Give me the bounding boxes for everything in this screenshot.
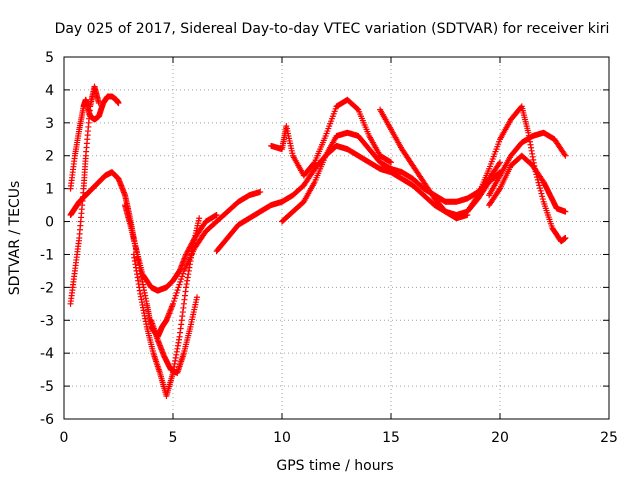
y-tick-label: -5 <box>40 379 54 395</box>
y-tick-label: 5 <box>45 50 54 66</box>
data-point <box>257 188 264 195</box>
data-point <box>539 196 546 203</box>
data-point <box>539 193 546 200</box>
axis-ticks <box>63 56 610 420</box>
data-point <box>561 151 568 158</box>
data-point <box>536 185 543 192</box>
data-point <box>537 187 544 194</box>
y-axis-label: SDTVAR / TECUs <box>7 181 23 296</box>
data-point <box>562 208 569 215</box>
data-point <box>310 160 317 167</box>
series-track-2 <box>67 83 102 307</box>
data-point <box>196 215 203 222</box>
data-point <box>474 193 481 200</box>
x-tick-label: 25 <box>600 430 618 446</box>
data-point <box>179 273 186 280</box>
data-point <box>193 294 200 301</box>
y-tick-label: -2 <box>40 280 54 296</box>
data-point <box>562 235 569 241</box>
data-point <box>175 284 182 291</box>
y-tick-label: -6 <box>40 412 54 428</box>
plot-frame <box>63 56 610 420</box>
y-tick-label: 1 <box>45 182 54 198</box>
y-tick-label: 4 <box>45 83 54 99</box>
data-point <box>497 159 503 166</box>
x-tick-label: 10 <box>273 430 291 446</box>
y-tick-label: 0 <box>45 215 54 231</box>
chart-title: Day 025 of 2017, Sidereal Day-to-day VTE… <box>55 21 610 37</box>
x-tick-label: 15 <box>382 430 400 446</box>
x-tick-label: 0 <box>60 430 69 446</box>
y-tick-label: 2 <box>45 149 54 165</box>
x-tick-labels: 0 5 10 15 20 25 <box>60 430 618 446</box>
data-point <box>535 179 542 186</box>
gridlines <box>64 57 609 419</box>
data-point <box>170 300 176 307</box>
x-tick-label: 5 <box>169 430 178 446</box>
x-tick-label: 20 <box>491 430 509 446</box>
data-point <box>177 278 184 285</box>
data-point <box>496 160 503 167</box>
data-point <box>496 187 503 194</box>
y-tick-label: 3 <box>45 116 54 132</box>
data-point <box>176 281 183 288</box>
data-point <box>173 289 180 296</box>
data-point <box>354 105 361 112</box>
data-point <box>170 298 177 305</box>
y-tick-label: -4 <box>40 346 54 362</box>
data-point <box>174 287 181 294</box>
series-track-8 <box>268 96 394 179</box>
series-track-12 <box>486 129 569 199</box>
data-point <box>95 100 102 107</box>
series-track-13 <box>486 152 569 215</box>
series-track-6 <box>148 294 200 376</box>
series-track-3 <box>67 169 264 340</box>
series-track-5 <box>130 215 203 399</box>
data-point <box>171 295 178 302</box>
y-tick-label: -1 <box>40 247 54 263</box>
series-track-11 <box>464 103 569 245</box>
data-point <box>178 276 185 283</box>
data-point <box>115 100 122 107</box>
y-tick-label: -3 <box>40 313 54 329</box>
series-track-10 <box>377 106 471 222</box>
data-point <box>536 182 543 189</box>
data-point <box>213 211 220 218</box>
data-point <box>388 159 394 166</box>
data-point <box>179 270 186 277</box>
data-point <box>172 292 179 299</box>
x-axis-label: GPS time / hours <box>276 458 393 474</box>
y-tick-labels: -6 -5 -4 -3 -2 -1 0 1 2 3 4 5 <box>40 50 54 428</box>
series-track-4 <box>122 202 220 294</box>
data-point <box>562 152 569 159</box>
data-points <box>67 83 569 399</box>
data-point <box>538 190 545 197</box>
